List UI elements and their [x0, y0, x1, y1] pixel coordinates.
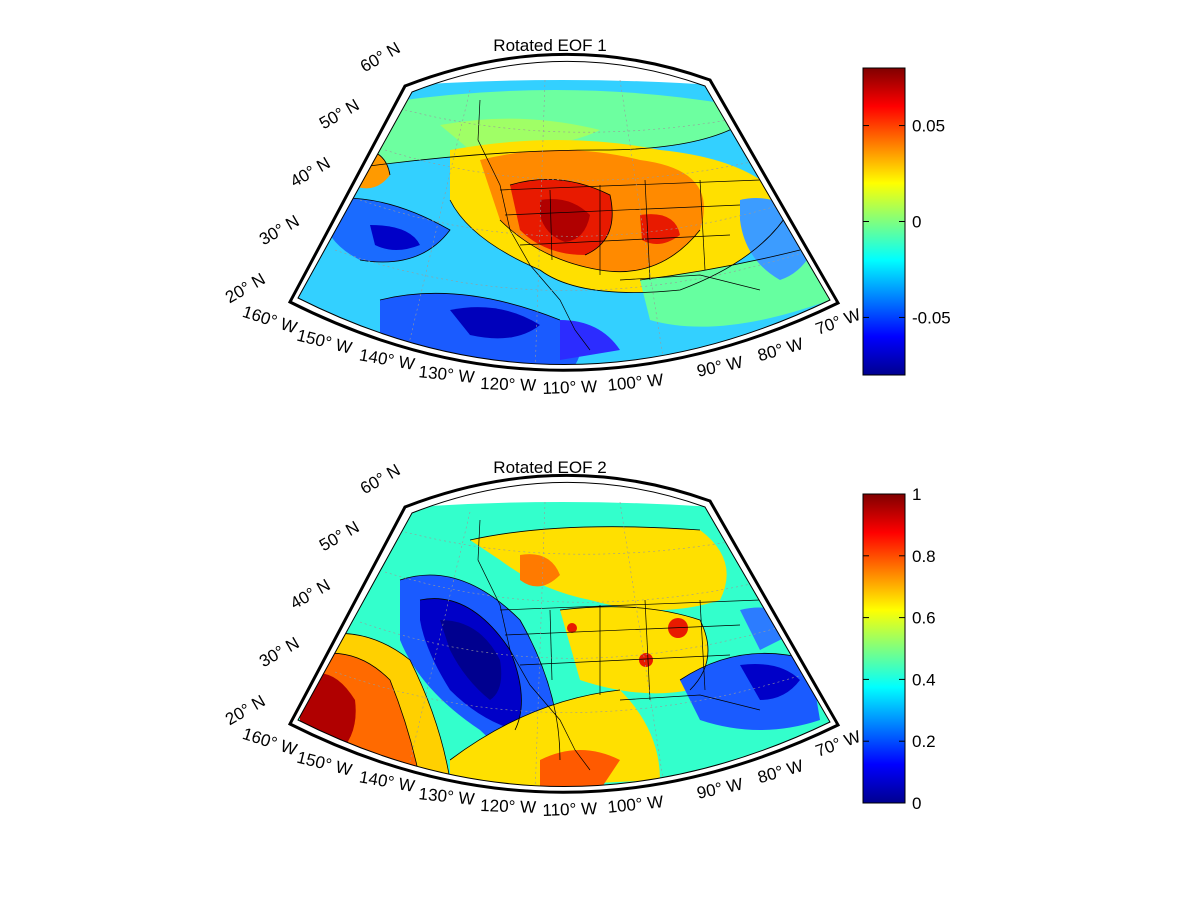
lon-label: 120° W: [480, 374, 537, 395]
panel-2-coastlines: [477, 519, 761, 771]
lon-label: 150° W: [295, 748, 354, 780]
colorbar-tick-label: 0.05: [912, 117, 945, 136]
colorbar-tick-label: -0.05: [912, 308, 951, 327]
lon-label: 130° W: [418, 362, 476, 387]
lon-label: 160° W: [240, 302, 299, 337]
colorbar-tick-label: 0.2: [912, 732, 936, 751]
lat-label: 30° N: [256, 211, 302, 249]
lon-label: 90° W: [695, 352, 744, 380]
colorbar-tick-label: 0.4: [912, 670, 936, 689]
lat-label: 40° N: [287, 153, 333, 191]
panel-2-colorbar: 1 0.8 0.6 0.4 0.2 0: [862, 485, 936, 813]
panel-2-map-frame: [287, 474, 841, 794]
lon-label: 100° W: [607, 370, 665, 395]
colorbar-tick-label: 0: [912, 794, 921, 813]
lon-label: 150° W: [295, 326, 354, 358]
panel-1-graticule: [334, 79, 806, 365]
panel-1-coastlines: [477, 99, 761, 351]
lat-label: 40° N: [287, 575, 333, 613]
panel-2-title: Rotated EOF 2: [493, 458, 606, 477]
panel-1-colorbar: 0.05 0 -0.05: [862, 67, 951, 376]
lon-label: 100° W: [607, 792, 665, 817]
lon-label: 80° W: [756, 334, 806, 365]
lon-label: 80° W: [756, 756, 806, 787]
panel-2-contour-lines: [299, 526, 811, 781]
lon-label: 120° W: [480, 796, 537, 817]
lat-label: 50° N: [316, 517, 362, 555]
colorbar-tick-label: 0.8: [912, 547, 936, 566]
panel-2-graticule: [334, 501, 806, 787]
lon-label: 130° W: [418, 784, 476, 809]
colorbar-tick-label: 0.6: [912, 609, 936, 628]
lat-label: 60° N: [357, 460, 403, 498]
map-panel-1: Rotated EOF 1: [222, 36, 951, 398]
lon-label: 110° W: [542, 799, 597, 820]
panel-1-map-frame: [287, 53, 841, 372]
panel-1-title: Rotated EOF 1: [493, 36, 606, 55]
lon-label: 90° W: [695, 774, 744, 802]
map-panel-2: Rotated EOF 2: [222, 458, 936, 820]
panel-2-contour-field: [298, 482, 830, 787]
colorbar-tick-label: 1: [912, 485, 921, 504]
lat-label: 50° N: [316, 95, 362, 133]
lon-label: 160° W: [240, 724, 299, 759]
lat-label: 60° N: [357, 38, 403, 76]
lat-label: 30° N: [256, 633, 302, 671]
lon-label: 110° W: [542, 377, 597, 398]
colorbar-tick-label: 0: [912, 213, 921, 232]
